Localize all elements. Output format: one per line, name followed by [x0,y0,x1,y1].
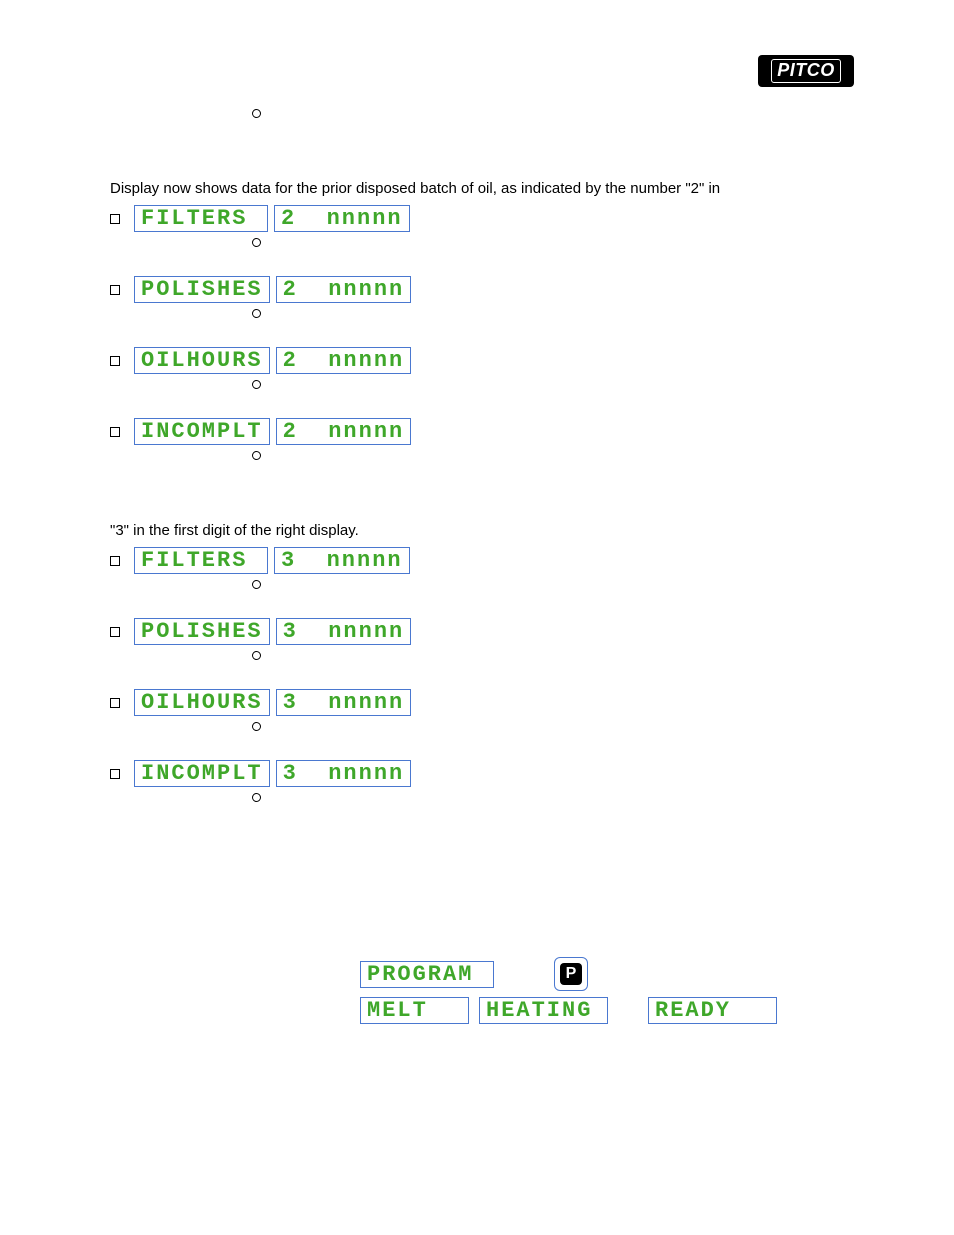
sub-bullet [252,647,894,665]
seg-display-left: FILTERS [134,205,268,232]
seg-display-right: 3 nnnnn [276,689,412,716]
sub-bullet [252,234,894,252]
display-row: POLISHES 2 nnnnn [110,276,894,303]
sub-bullet [252,105,894,123]
circle-bullet-icon [252,380,261,389]
display-row: POLISHES 3 nnnnn [110,618,894,645]
seg-display-right: 3 nnnnn [276,760,412,787]
seg-display-right: 3 nnnnn [274,547,410,574]
square-bullet-icon [110,214,120,224]
seg-display-right: 2 nnnnn [276,418,412,445]
sub-bullet [252,447,894,465]
pitco-logo: PITCO [758,55,854,87]
circle-bullet-icon [252,651,261,660]
circle-bullet-icon [252,238,261,247]
seg-display-left: INCOMPLT [134,418,270,445]
seg-display-right: 2 nnnnn [276,347,412,374]
display-row: OILHOURS 3 nnnnn [110,689,894,716]
sub-bullet [252,576,894,594]
logo-text: PITCO [771,59,841,83]
program-row: PROGRAM P [360,957,894,991]
circle-bullet-icon [252,793,261,802]
mid-text: "3" in the first digit of the right disp… [110,520,894,541]
seg-display-right: 2 nnnnn [274,205,410,232]
p-button-label: P [560,963,582,985]
seg-display-left: POLISHES [134,618,270,645]
seg-display-right: 3 nnnnn [276,618,412,645]
content-area: Display now shows data for the prior dis… [110,105,894,1024]
display-row: OILHOURS 2 nnnnn [110,347,894,374]
seg-display-left: FILTERS [134,547,268,574]
circle-bullet-icon [252,451,261,460]
display-row: INCOMPLT 2 nnnnn [110,418,894,445]
seg-display-program: PROGRAM [360,961,494,988]
seg-display-left: POLISHES [134,276,270,303]
document-page: PITCO Display now shows data for the pri… [0,0,954,1235]
seg-display-left: INCOMPLT [134,760,270,787]
display-row: INCOMPLT 3 nnnnn [110,760,894,787]
square-bullet-icon [110,285,120,295]
sub-bullet [252,789,894,807]
square-bullet-icon [110,427,120,437]
circle-bullet-icon [252,309,261,318]
circle-bullet-icon [252,580,261,589]
p-button[interactable]: P [554,957,588,991]
seg-display-heating: HEATING [479,997,608,1024]
display-row: FILTERS 2 nnnnn [110,205,894,232]
display-group-3: FILTERS 3 nnnnn POLISHES 3 nnnnn OILHOUR… [110,547,894,807]
seg-display-left: OILHOURS [134,689,270,716]
circle-bullet-icon [252,109,261,118]
display-group-2: FILTERS 2 nnnnn POLISHES 2 nnnnn OILHOUR… [110,205,894,465]
circle-bullet-icon [252,722,261,731]
seg-display-left: OILHOURS [134,347,270,374]
square-bullet-icon [110,356,120,366]
square-bullet-icon [110,698,120,708]
seg-display-ready: READY [648,997,777,1024]
status-row: MELT HEATING READY [360,997,894,1024]
square-bullet-icon [110,556,120,566]
sub-bullet [252,718,894,736]
square-bullet-icon [110,627,120,637]
sub-bullet [252,376,894,394]
intro-text: Display now shows data for the prior dis… [110,178,894,199]
square-bullet-icon [110,769,120,779]
display-row: FILTERS 3 nnnnn [110,547,894,574]
seg-display-right: 2 nnnnn [276,276,412,303]
seg-display-melt: MELT [360,997,469,1024]
sub-bullet [252,305,894,323]
